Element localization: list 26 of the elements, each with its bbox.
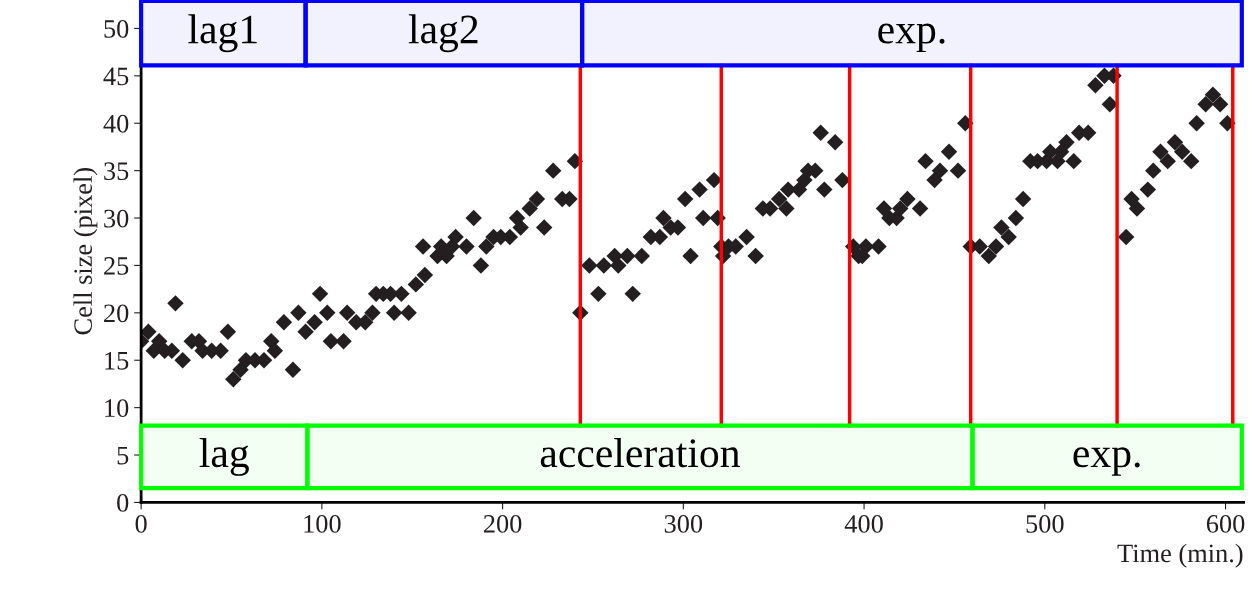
y-tick-label: 5 — [117, 446, 129, 465]
x-tick-label: 200 — [483, 514, 522, 533]
y-tick-label: 10 — [105, 399, 129, 418]
band-label: lag — [199, 437, 249, 476]
band-label: exp. — [1073, 447, 1140, 476]
y-tick-label: 0 — [117, 494, 129, 512]
band-label: acceleration — [540, 438, 740, 468]
x-tick-label: 100 — [304, 514, 341, 533]
y-tick-label: 50 — [104, 20, 129, 38]
band-label: lag1 — [188, 14, 257, 53]
x-tick-label: 0 — [135, 514, 147, 533]
y-tick-label: 25 — [104, 257, 129, 275]
x-tick-label: 300 — [664, 514, 703, 533]
y-tick-label: 15 — [105, 351, 129, 370]
y-axis-title: Cell size (pixel) — [73, 168, 98, 335]
x-tick-label: 400 — [844, 514, 883, 533]
x-tick-label: 600 — [1206, 514, 1245, 533]
y-tick-label: 45 — [103, 67, 129, 86]
y-tick-label: 20 — [104, 304, 129, 323]
y-tick-label: 40 — [103, 114, 129, 133]
y-tick-label: 35 — [104, 162, 129, 181]
band-label: exp. — [878, 23, 945, 53]
x-axis-title: Time (min.) — [1117, 543, 1243, 568]
band-label: lag2 — [408, 14, 478, 53]
y-tick-label: 30 — [104, 209, 129, 228]
x-tick-label: 500 — [1026, 514, 1064, 533]
